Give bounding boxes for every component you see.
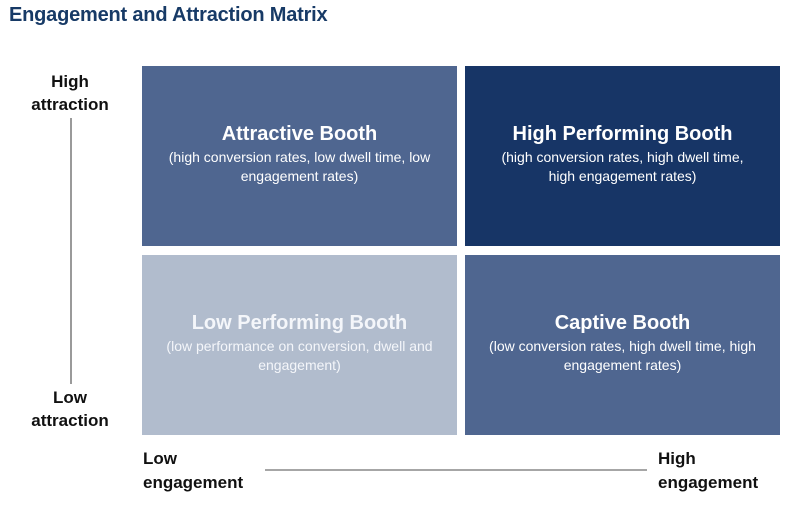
x-axis-high-label: High engagement — [658, 447, 758, 495]
quadrant-description: (low conversion rates, high dwell time, … — [489, 338, 756, 373]
quadrant-title: High Performing Booth — [512, 123, 733, 145]
quadrant-description: (low performance on conversion, dwell an… — [166, 338, 433, 373]
quadrant-description: (high conversion rates, low dwell time, … — [168, 149, 431, 184]
x-axis-low-text: Low engagement — [143, 449, 244, 492]
x-axis-line — [265, 469, 647, 471]
y-axis-low-label: Low attraction — [31, 388, 109, 430]
y-axis-high-label: High attraction — [31, 72, 109, 114]
page-title: Engagement and Attraction Matrix — [9, 4, 328, 26]
x-axis-low-label: Low engagement — [143, 447, 243, 495]
quadrant-title: Low Performing Booth — [191, 312, 408, 334]
quadrant-title: Attractive Booth — [221, 123, 378, 145]
y-axis-line — [70, 118, 72, 384]
quadrant-title: Captive Booth — [554, 312, 691, 334]
quadrant-attractive-booth: Attractive Booth (high conversion rates,… — [142, 66, 457, 246]
quadrant-high-performing-booth: High Performing Booth (high conversion r… — [465, 66, 780, 246]
quadrant-description: (high conversion rates, high dwell time,… — [501, 149, 744, 184]
quadrant-low-performing-booth: Low Performing Booth (low performance on… — [142, 255, 457, 435]
x-axis-high-text: High engagement — [658, 449, 759, 492]
quadrant-captive-booth: Captive Booth (low conversion rates, hig… — [465, 255, 780, 435]
